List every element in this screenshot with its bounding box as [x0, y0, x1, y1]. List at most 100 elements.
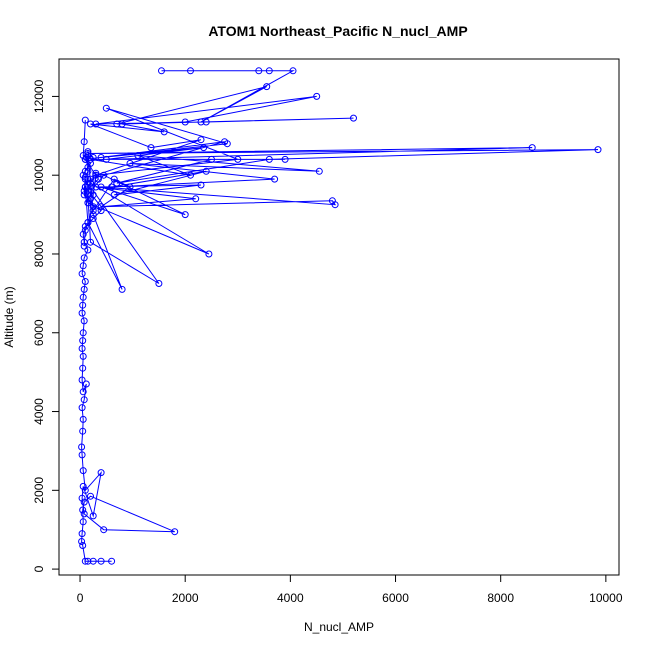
series-1	[78, 67, 602, 565]
plot-area-frame	[58, 58, 620, 576]
data-point	[113, 179, 121, 187]
data-point	[155, 280, 163, 287]
data-point	[208, 155, 215, 163]
data-point	[192, 195, 200, 203]
data-point	[160, 128, 168, 136]
data-point	[84, 167, 92, 175]
series-2	[79, 116, 97, 250]
x-tick-label: 10000	[589, 591, 623, 605]
x-tick-label: 0	[77, 591, 84, 605]
data-point	[202, 118, 210, 126]
data-point	[87, 238, 94, 246]
y-tick-label: 12000	[32, 79, 46, 113]
data-point	[181, 211, 189, 219]
data-point	[87, 155, 94, 163]
data-point	[81, 486, 89, 494]
data-point	[289, 67, 297, 75]
data-point	[78, 443, 86, 451]
data-point	[79, 301, 87, 309]
data-point	[87, 492, 94, 500]
data-point	[100, 526, 108, 534]
data-point	[205, 250, 213, 258]
data-point	[82, 154, 90, 161]
data-point	[113, 120, 121, 128]
data-point	[528, 144, 536, 152]
data-point	[84, 557, 92, 565]
x-tick-label: 2000	[172, 591, 199, 605]
data-point	[89, 512, 97, 520]
data-point	[197, 181, 205, 189]
data-point	[79, 518, 87, 526]
data-point	[79, 427, 87, 435]
y-tick-label: 10000	[32, 158, 46, 192]
data-point	[78, 404, 86, 412]
data-point	[81, 226, 89, 234]
data-point	[97, 203, 105, 211]
data-point	[84, 246, 92, 254]
data-point	[281, 155, 289, 163]
data-point	[108, 183, 116, 191]
data-point	[80, 254, 88, 262]
x-axis-label: N_nucl_AMP	[304, 620, 374, 634]
data-point	[100, 171, 108, 179]
data-point	[187, 67, 194, 75]
data-point	[97, 469, 105, 477]
data-point	[265, 155, 273, 163]
data-point	[271, 175, 279, 183]
data-point	[79, 542, 87, 549]
data-point	[79, 467, 87, 475]
data-point	[81, 173, 89, 181]
data-point	[118, 285, 126, 293]
data-point	[97, 183, 105, 191]
data-point	[78, 270, 86, 278]
data-point	[78, 494, 86, 502]
data-point	[97, 557, 105, 565]
data-point	[328, 197, 336, 205]
data-point	[315, 167, 323, 175]
data-point	[97, 154, 105, 161]
data-point	[171, 528, 179, 536]
data-point	[102, 104, 110, 112]
data-point	[81, 278, 89, 285]
data-point	[202, 167, 210, 175]
data-point	[79, 388, 87, 396]
data-point	[350, 114, 357, 122]
data-point	[134, 152, 142, 159]
data-point	[80, 138, 88, 146]
data-point	[87, 120, 94, 128]
data-point	[80, 187, 88, 195]
data-point	[92, 183, 100, 191]
data-point	[126, 183, 134, 191]
data-point	[79, 329, 87, 337]
data-point	[92, 169, 100, 177]
data-point	[92, 120, 100, 128]
data-point	[79, 230, 87, 238]
y-tick-label: 2000	[32, 477, 46, 504]
x-axis: 0 2000 4000 6000 8000 10000	[77, 574, 623, 605]
y-axis-label: Altitude (m)	[2, 286, 16, 347]
data-point	[80, 285, 88, 293]
y-tick-label: 4000	[32, 398, 46, 425]
data-point	[110, 191, 118, 199]
data-point	[87, 159, 94, 167]
data-point	[82, 380, 90, 388]
data-point	[80, 510, 88, 518]
data-point	[80, 498, 88, 506]
data-point	[81, 116, 89, 124]
data-point	[79, 337, 87, 345]
data-point	[89, 215, 97, 222]
series-line	[81, 70, 599, 562]
data-point	[78, 376, 86, 384]
data-point	[79, 364, 87, 372]
data-point	[81, 557, 89, 565]
data-point	[87, 183, 94, 191]
data-point	[108, 557, 116, 565]
data-point	[79, 415, 87, 423]
data-point	[313, 92, 321, 100]
y-tick-label: 0	[32, 565, 46, 572]
data-point	[92, 171, 100, 179]
data-point	[255, 67, 263, 75]
data-point	[594, 146, 602, 154]
data-point	[87, 195, 94, 203]
data-point	[84, 150, 92, 157]
